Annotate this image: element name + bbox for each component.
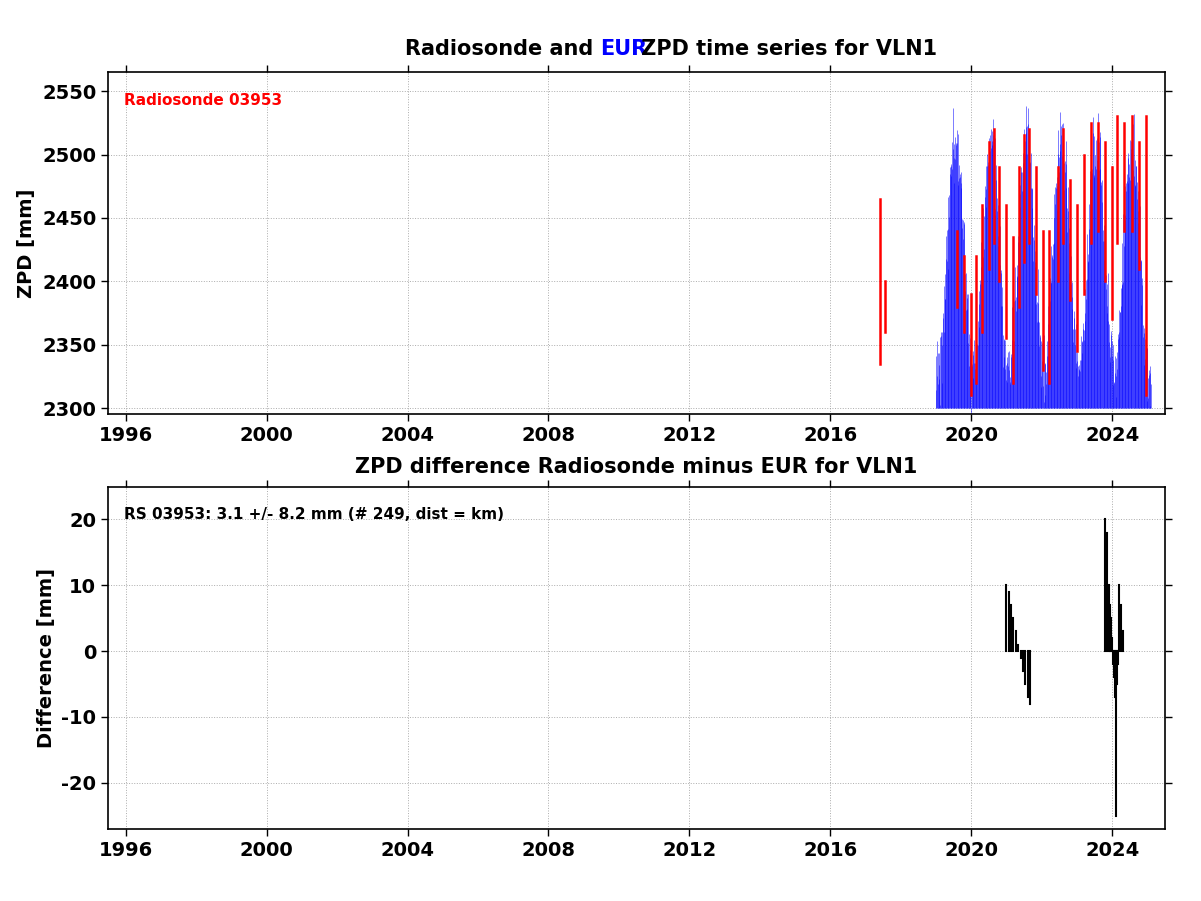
Y-axis label: Difference [mm]: Difference [mm] — [37, 568, 55, 748]
Title: ZPD difference Radiosonde minus EUR for VLN1: ZPD difference Radiosonde minus EUR for … — [355, 457, 918, 477]
Text: Radiosonde 03953: Radiosonde 03953 — [124, 93, 282, 107]
Text: ZPD time series for VLN1: ZPD time series for VLN1 — [634, 39, 937, 59]
Text: EUR: EUR — [600, 39, 647, 59]
Text: RS 03953: 3.1 +/- 8.2 mm (# 249, dist = km): RS 03953: 3.1 +/- 8.2 mm (# 249, dist = … — [124, 507, 504, 522]
Text: Radiosonde and: Radiosonde and — [405, 39, 600, 59]
Y-axis label: ZPD [mm]: ZPD [mm] — [18, 188, 36, 298]
